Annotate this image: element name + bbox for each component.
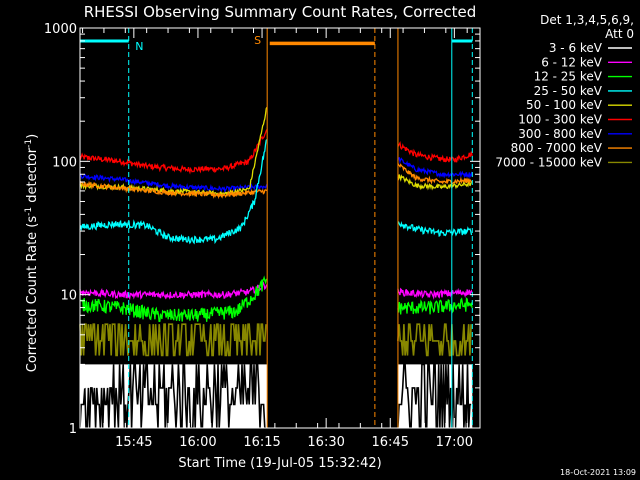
y-tick-label: 1	[69, 422, 77, 437]
series-line-1-part-1	[79, 129, 268, 175]
series-line-7-part-2	[397, 297, 473, 315]
plot-border	[79, 27, 481, 429]
series-800-7000-kev	[79, 163, 473, 200]
series-line-5-part-1	[79, 139, 268, 245]
series-line-1-part-2	[397, 140, 473, 163]
legend-entry-label: 3 - 6 keV	[549, 41, 603, 55]
y-axis-label-mid: detector	[25, 147, 40, 207]
y-axis: 1 10 100 1000	[44, 22, 480, 437]
y-tick-label: 1000	[44, 22, 77, 37]
series-line-9-part-1	[79, 363, 266, 429]
series-line-2-part-2	[397, 156, 473, 179]
legend-header-attenuator: Att 0	[605, 27, 634, 41]
night-bar-2	[451, 39, 473, 43]
series-300-800-kev	[79, 156, 473, 194]
x-tick-label: 16:15	[243, 435, 280, 450]
y-axis-label-main: Corrected Count Rate (s	[25, 216, 40, 373]
legend-entry-label: 6 - 12 keV	[541, 55, 603, 69]
series-100-300-kev	[79, 129, 473, 175]
series-line-4-part-1	[79, 180, 268, 200]
x-tick-label: 16:30	[307, 435, 344, 450]
series-25-50-kev	[79, 139, 473, 245]
series-line-4-part-2	[397, 163, 473, 186]
y-axis-label-sup1: -1	[24, 207, 34, 216]
y-axis-label-sup2: -1	[24, 139, 34, 148]
legend-entry-label: 50 - 100 keV	[526, 98, 603, 112]
saa-bar	[269, 41, 375, 46]
plot-frame	[79, 27, 481, 429]
legend-entry-label: 300 - 800 keV	[518, 127, 602, 141]
legend-entry-label: 7000 - 15000 keV	[495, 155, 602, 169]
legend-entry-label: 25 - 50 keV	[534, 84, 603, 98]
series-12-25-kev	[79, 275, 473, 323]
series-line-6-part-2	[397, 287, 473, 300]
x-tick-label: 17:00	[436, 435, 473, 450]
series-line-8-part-1	[79, 323, 267, 357]
y-tick-label: 100	[52, 155, 77, 170]
legend-entry-label: 12 - 25 keV	[534, 70, 603, 84]
series-line-5-part-2	[397, 220, 473, 237]
x-tick-label: 16:00	[179, 435, 216, 450]
x-tick-label: 15:45	[115, 435, 152, 450]
x-axis: 15:45 16:00 16:15 16:30 16:45 17:00	[82, 28, 473, 450]
series-line-7-part-1	[79, 275, 268, 323]
chart-title: RHESSI Observing Summary Count Rates, Co…	[84, 3, 477, 21]
annotation-n: N	[135, 40, 143, 53]
legend-entry-label: 100 - 300 keV	[518, 113, 602, 127]
x-axis-label: Start Time (19-Jul-05 15:32:42)	[178, 456, 381, 471]
series-line-8-part-2	[397, 323, 472, 357]
series-line-3-part-2	[397, 174, 473, 191]
timestamp: 18-Oct-2021 13:09	[560, 468, 636, 477]
night-bar-1	[80, 39, 129, 43]
y-axis-label: Corrected Count Rate (s-1 detector-1)	[24, 134, 40, 372]
y-tick-label: 10	[60, 289, 77, 304]
series-6-12-kev	[79, 281, 473, 301]
y-axis-label-end: )	[25, 134, 40, 139]
series-line-2-part-1	[79, 173, 268, 194]
series-7000-15000-kev	[79, 323, 472, 357]
annotation-s: S	[254, 34, 261, 47]
x-tick-label: 16:45	[372, 435, 409, 450]
series-line-6-part-1	[79, 281, 268, 301]
legend-header-detectors: Det 1,3,4,5,6,9,	[540, 13, 634, 27]
legend-entry-label: 800 - 7000 keV	[511, 141, 603, 155]
